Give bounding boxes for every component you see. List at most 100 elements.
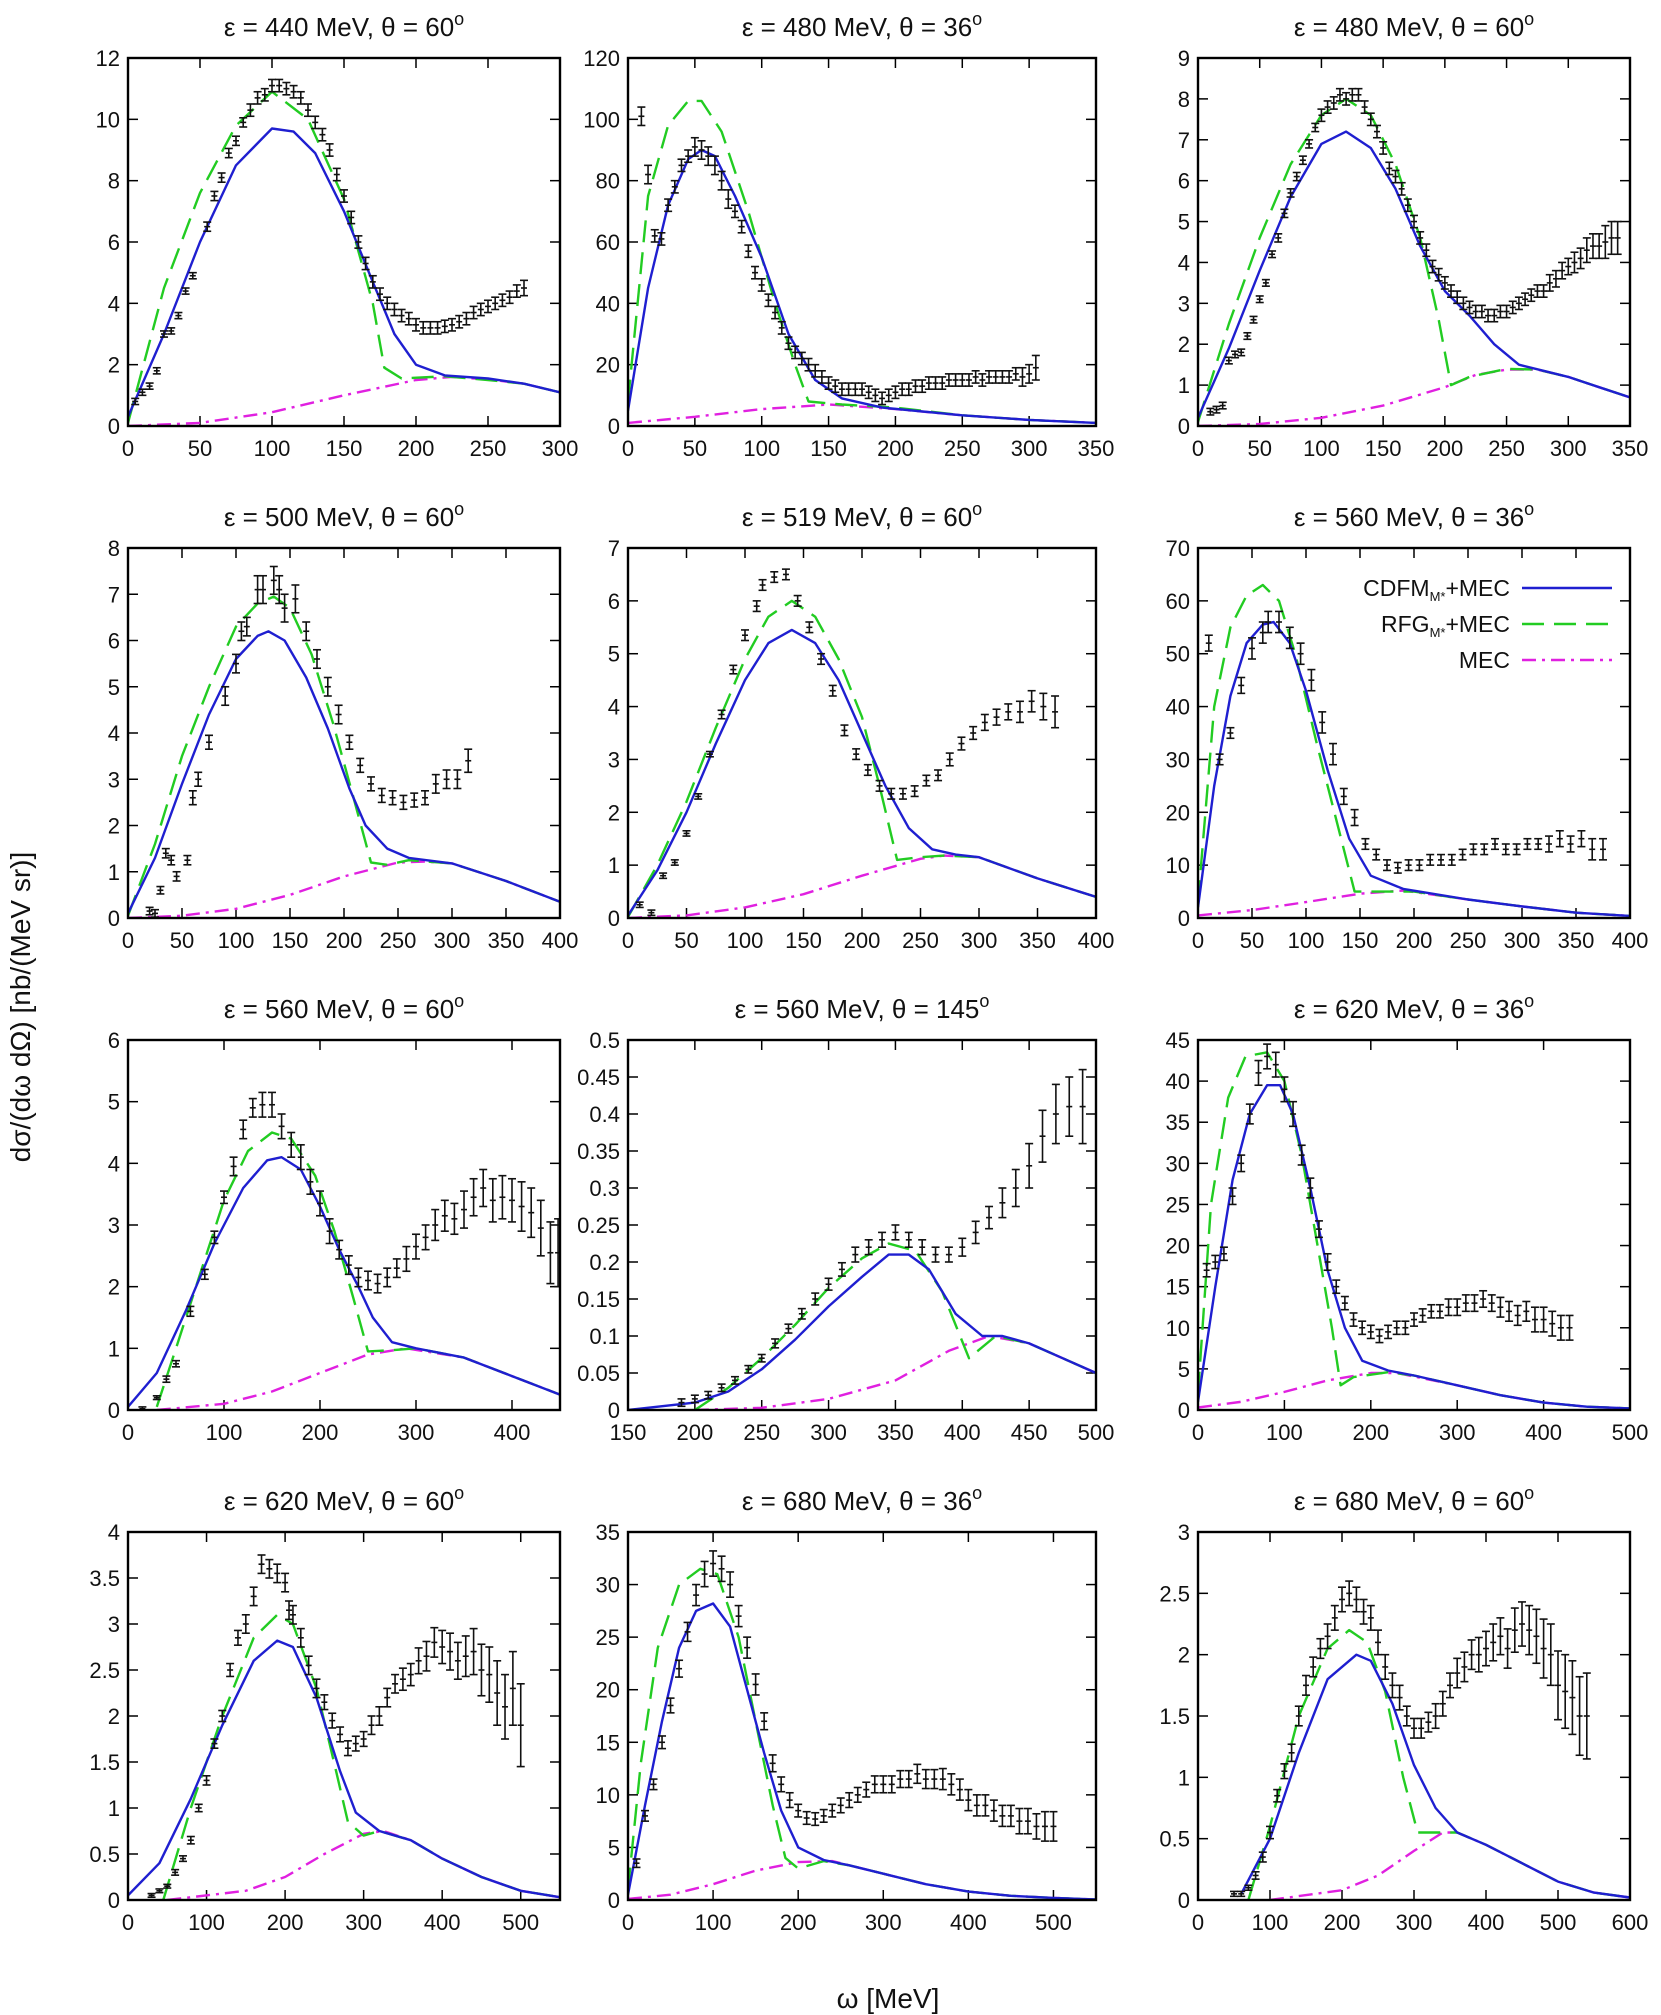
data-point: [1480, 843, 1489, 856]
data-point: [1243, 331, 1252, 341]
data-point: [178, 1855, 187, 1863]
data-point: [931, 1246, 940, 1263]
y-tick-label: 20: [596, 353, 620, 378]
data-point: [670, 179, 679, 194]
data-point: [1287, 1743, 1296, 1763]
data-point: [635, 901, 644, 909]
data-point: [945, 752, 954, 767]
data-point: [1385, 161, 1394, 176]
plot-frame: [126, 546, 562, 920]
data-point: [237, 621, 246, 642]
data-point: [171, 1868, 180, 1876]
data-point: [1410, 1717, 1418, 1739]
y-tick-label: 0: [608, 906, 620, 931]
series-cdfm-line: [1198, 130, 1630, 419]
data-point: [1508, 300, 1517, 315]
data-point: [1444, 1298, 1453, 1317]
data-point: [944, 1246, 953, 1263]
data-point: [232, 135, 240, 147]
data-point: [1004, 703, 1013, 721]
y-tick-label: 30: [596, 1573, 620, 1598]
data-point: [1601, 224, 1610, 260]
data-point: [277, 1113, 286, 1140]
chart-title-main: ε = 620 MeV, θ = 36: [1294, 994, 1524, 1024]
data-point: [325, 1218, 334, 1245]
data-point: [334, 704, 343, 725]
data-point: [958, 1237, 967, 1257]
data-point: [1274, 233, 1283, 243]
data-point: [730, 204, 739, 219]
y-tick-label: 2: [1178, 1643, 1190, 1668]
data-point: [717, 1383, 726, 1393]
plot-frame: [126, 1530, 562, 1902]
data-point: [764, 293, 773, 308]
data-point: [433, 320, 442, 335]
x-tick-label: 300: [1439, 1420, 1476, 1445]
data-point: [1031, 354, 1040, 381]
y-tick-label: 0: [108, 1398, 120, 1423]
data-point: [217, 172, 226, 183]
data-point: [777, 320, 786, 335]
data-point: [1440, 275, 1449, 290]
plot-area: [1198, 1043, 1630, 1410]
y-tick-label: 25: [596, 1625, 620, 1650]
data-point: [1023, 1807, 1032, 1835]
y-tick-label: 0.35: [577, 1139, 620, 1164]
data-point: [1206, 407, 1215, 416]
data-point: [1525, 1604, 1534, 1656]
data-point: [332, 167, 341, 182]
data-point: [1431, 1702, 1440, 1730]
data-point: [1403, 198, 1412, 213]
chart-panel: ε = 620 MeV, θ = 36o 0 100 200 300 400 500 0 5 10…: [1166, 991, 1649, 1445]
data-point: [837, 382, 846, 397]
data-point: [1248, 637, 1256, 660]
data-point: [729, 664, 738, 675]
data-point: [692, 1583, 701, 1607]
data-point: [1479, 1289, 1488, 1309]
data-point: [383, 296, 392, 311]
x-tick-label: 200: [326, 928, 363, 953]
data-point: [520, 279, 528, 297]
data-point: [152, 1395, 161, 1401]
chart-title-degree: o: [972, 499, 982, 519]
x-tick-label: 50: [1240, 928, 1264, 953]
x-tick-label: 0: [1192, 1910, 1204, 1935]
y-tick-label: 15: [1166, 1275, 1190, 1300]
x-tick-label: 350: [1019, 928, 1056, 953]
data-point: [717, 1555, 726, 1583]
x-tick-label: 0: [122, 436, 134, 461]
data-point: [155, 1888, 164, 1894]
data-point: [351, 1735, 360, 1752]
data-point: [677, 158, 686, 173]
data-point: [318, 127, 327, 142]
data-point: [296, 1144, 305, 1171]
chart-panel: ε = 680 MeV, θ = 60o 0 100 200 300 400 500 600 0…: [1159, 1483, 1648, 1935]
data-point: [743, 1636, 752, 1659]
data-point: [1458, 848, 1467, 861]
y-tick-label: 0.2: [589, 1250, 620, 1275]
data-point: [770, 570, 779, 584]
data-point: [138, 1406, 147, 1410]
data-point: [1496, 1617, 1505, 1656]
x-tick-label: 0: [622, 436, 634, 461]
data-point: [1230, 1890, 1238, 1898]
data-point: [210, 190, 219, 202]
data-point: [1361, 837, 1370, 851]
data-point: [1545, 835, 1553, 853]
data-point: [734, 1604, 743, 1628]
data-point: [992, 708, 1001, 726]
plot-area: [128, 1554, 560, 1900]
data-point: [969, 725, 978, 741]
data-point: [797, 351, 806, 366]
data-point: [811, 1292, 820, 1306]
y-tick-label: 0.05: [577, 1361, 620, 1386]
x-tick-label: 100: [743, 436, 780, 461]
data-point: [709, 1550, 718, 1577]
data-point: [1372, 848, 1381, 861]
data-point: [288, 1604, 297, 1625]
data-point: [1323, 1252, 1332, 1272]
data-point: [1381, 1653, 1390, 1680]
data-point: [392, 1258, 401, 1279]
y-tick-label: 0.5: [589, 1028, 620, 1053]
y-axis-label: dσ/(dω dΩ) [nb/(MeV sr)]: [5, 852, 36, 1163]
